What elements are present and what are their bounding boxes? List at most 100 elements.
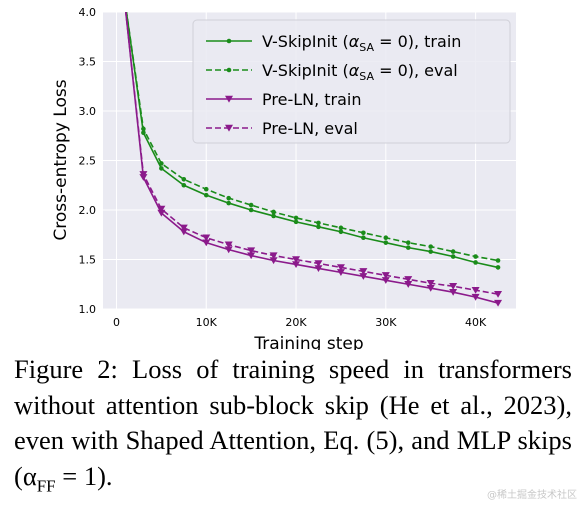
y-tick-label: 3.0 xyxy=(79,105,97,118)
data-point xyxy=(316,224,321,230)
data-point xyxy=(179,228,188,236)
loss-chart: 0 10K 20K 30K 40K 1.0 1.5 2.0 2.5 3.0 3.5 4.0 Train… xyxy=(51,6,516,350)
y-tick-label: 1.0 xyxy=(79,303,97,316)
data-point xyxy=(269,252,278,260)
data-point xyxy=(181,177,187,182)
data-point xyxy=(202,234,211,242)
data-point xyxy=(159,161,164,166)
data-point xyxy=(269,257,278,265)
data-point xyxy=(449,288,458,296)
data-point xyxy=(247,247,256,255)
data-point xyxy=(473,254,478,259)
data-point xyxy=(292,261,301,269)
data-point xyxy=(159,166,164,171)
data-point xyxy=(404,281,413,288)
data-point xyxy=(316,220,321,226)
y-tick-label: 2.5 xyxy=(79,155,97,168)
data-point xyxy=(405,240,411,245)
legend-label: V-SkipInit (αSA = 0), eval xyxy=(262,61,458,83)
data-point xyxy=(405,245,411,250)
series-2 xyxy=(124,12,503,307)
legend-marker xyxy=(225,95,233,103)
data-point xyxy=(247,252,256,260)
data-point xyxy=(449,283,458,290)
figure-caption: Figure 2: Loss of training speed in tran… xyxy=(14,352,572,503)
data-point xyxy=(471,293,480,301)
data-point xyxy=(292,256,301,264)
x-axis-label: Training step xyxy=(253,334,363,350)
data-point xyxy=(141,126,146,132)
legend-marker xyxy=(225,124,233,132)
data-point xyxy=(426,285,435,292)
legend: V-SkipInit (αSA = 0), train V-SkipInit (α… xyxy=(192,19,511,144)
data-point xyxy=(181,182,187,188)
series-1 xyxy=(125,12,501,263)
series-0 xyxy=(125,12,501,270)
legend-label: Pre-LN, eval xyxy=(262,119,358,138)
data-point xyxy=(381,277,390,284)
y-axis-label: Cross-entropy Loss xyxy=(51,79,71,240)
legend-label: V-SkipInit (αSA = 0), train xyxy=(262,32,461,54)
series-line xyxy=(125,12,499,262)
legend-marker xyxy=(226,67,232,73)
data-point xyxy=(293,215,299,221)
data-point xyxy=(383,235,389,241)
y-tick-label: 3.5 xyxy=(79,56,97,69)
data-point xyxy=(139,171,148,178)
data-point xyxy=(203,192,209,198)
data-point xyxy=(248,207,254,213)
data-point xyxy=(473,260,478,265)
data-point xyxy=(338,225,344,231)
data-point xyxy=(314,265,323,273)
data-point xyxy=(471,286,480,294)
data-point xyxy=(494,299,503,307)
data-point xyxy=(336,264,345,272)
data-point xyxy=(271,213,276,219)
data-point xyxy=(336,269,345,276)
watermark: @稀土掘金技术社区 xyxy=(487,490,577,501)
data-point xyxy=(202,239,211,247)
caption-main: Figure 2: Loss of training speed in tran… xyxy=(14,354,572,491)
data-point xyxy=(226,200,231,206)
data-point xyxy=(450,254,456,259)
data-point xyxy=(226,195,231,201)
data-point xyxy=(157,205,166,213)
data-point xyxy=(426,280,435,287)
data-point xyxy=(338,229,344,235)
data-point xyxy=(141,130,146,136)
x-tick-label: 10K xyxy=(196,316,218,329)
series-line xyxy=(125,12,499,269)
data-point xyxy=(271,209,276,215)
legend-label: Pre-LN, train xyxy=(262,90,362,109)
data-point xyxy=(361,235,366,241)
y-tick-label: 4.0 xyxy=(79,6,97,19)
data-point xyxy=(404,276,413,283)
data-point xyxy=(179,224,188,232)
data-point xyxy=(224,246,233,254)
legend-marker xyxy=(226,38,232,44)
data-point xyxy=(428,244,434,249)
data-point xyxy=(494,290,503,298)
data-point xyxy=(450,249,456,254)
data-point xyxy=(203,186,209,192)
data-point xyxy=(293,219,299,225)
data-point xyxy=(359,273,368,280)
data-point xyxy=(495,265,501,270)
caption-tail: = 1). xyxy=(55,460,113,491)
x-tick-label: 30K xyxy=(375,316,397,329)
caption-subscript: FF xyxy=(36,475,56,495)
legend-box xyxy=(192,19,511,144)
x-tick-label: 40K xyxy=(465,316,487,329)
data-point xyxy=(495,258,501,263)
x-tick-label: 20K xyxy=(285,316,307,329)
y-tick-label: 1.5 xyxy=(79,254,97,267)
data-point xyxy=(381,272,390,279)
data-point xyxy=(359,268,368,275)
y-tick-label: 2.0 xyxy=(79,204,97,217)
data-point xyxy=(224,241,233,249)
x-tick-label: 0 xyxy=(113,316,120,329)
data-point xyxy=(314,260,323,268)
ticks: 0 10K 20K 30K 40K 1.0 1.5 2.0 2.5 3.0 3.5 4.0 xyxy=(79,6,487,329)
data-point xyxy=(428,249,434,254)
series-layer xyxy=(124,12,503,307)
